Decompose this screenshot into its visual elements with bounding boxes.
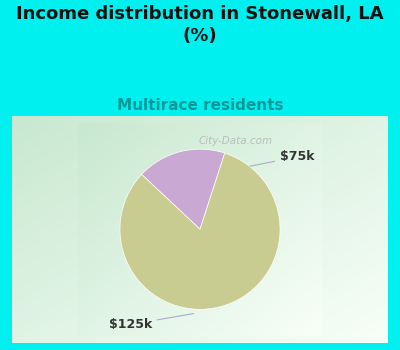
Text: Multirace residents: Multirace residents (117, 98, 283, 113)
Wedge shape (142, 149, 225, 229)
Text: $125k: $125k (108, 314, 194, 331)
Text: Income distribution in Stonewall, LA
(%): Income distribution in Stonewall, LA (%) (16, 5, 384, 46)
Text: City-Data.com: City-Data.com (198, 136, 272, 146)
Text: $75k: $75k (250, 150, 314, 166)
Wedge shape (120, 153, 280, 309)
